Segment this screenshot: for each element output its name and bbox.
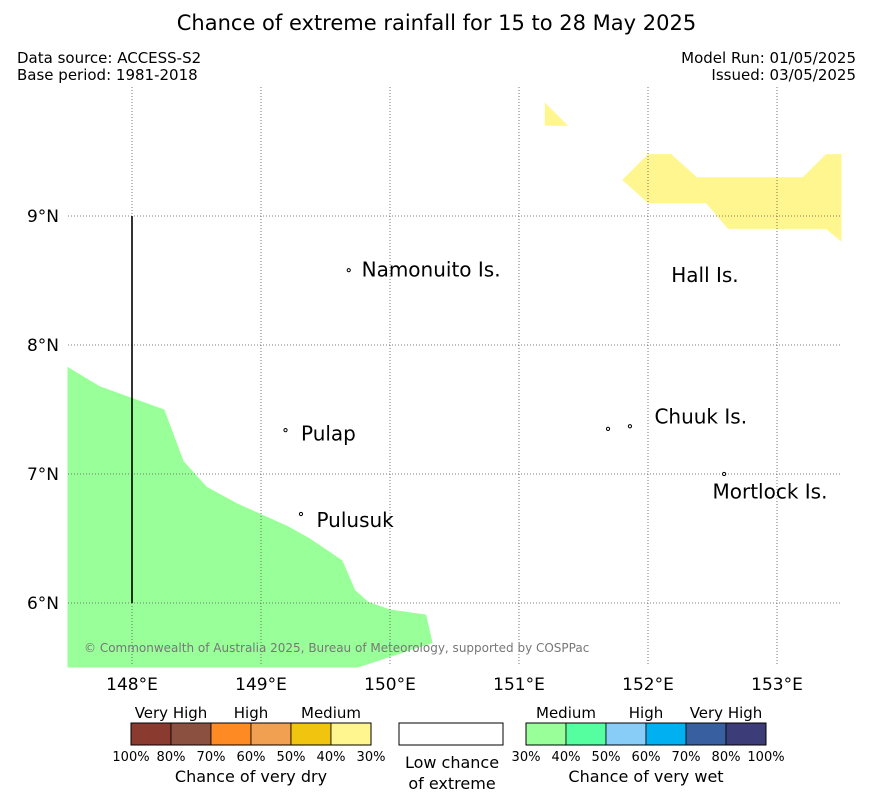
dry-colorbar-category-1: High — [234, 704, 268, 722]
place-label-1: Hall Is. — [671, 263, 738, 287]
wet-colorbar-tick-6: 100% — [747, 750, 784, 765]
dry-colorbar-swatch-0 — [130, 722, 172, 746]
legend: 100% 80% 70% 60% 50% 40% 30% Very High High Mediu… — [112, 704, 784, 793]
island-marker-2 — [298, 511, 304, 517]
x-tick-label-150: 150°E — [364, 675, 416, 695]
region-polygon-1 — [544, 102, 568, 126]
dry-colorbar-tick-2: 70% — [197, 750, 226, 765]
dry-colorbar-tick-4: 50% — [277, 750, 306, 765]
island-marker-1 — [283, 428, 288, 433]
dry-colorbar-swatch-4 — [290, 722, 332, 746]
wet-colorbar-tick-5: 80% — [712, 750, 741, 765]
dry-colorbar-swatch-3 — [250, 722, 292, 746]
wet-colorbar-title: Chance of very wet — [568, 767, 723, 786]
wet-colorbar-swatch-4 — [685, 722, 727, 746]
chart-title: Chance of extreme rainfall for 15 to 28 … — [176, 11, 697, 35]
dry-colorbar-tick-6: 30% — [357, 750, 386, 765]
wet-colorbar-tick-4: 70% — [672, 750, 701, 765]
grid-layer — [68, 87, 841, 666]
wet-colorbar-category-1: High — [629, 704, 663, 722]
region-polygon-0 — [67, 366, 433, 668]
meta-left: Data source: ACCESS-S2 Base period: 1981… — [17, 50, 201, 84]
dry-colorbar-category-0: Very High — [135, 704, 208, 722]
low-chance-label-1: Low chance — [405, 753, 499, 772]
dry-colorbar-tick-1: 80% — [157, 750, 186, 765]
dry-colorbar-title: Chance of very dry — [175, 767, 327, 786]
copyright-notice: © Commonwealth of Australia 2025, Bureau… — [84, 641, 589, 655]
island-marker-3 — [605, 426, 611, 431]
wet-colorbar-swatch-0 — [525, 722, 567, 746]
island-marker-4 — [627, 424, 633, 429]
wet-colorbar-swatch-5 — [725, 722, 767, 746]
wet-colorbar-swatch-2 — [605, 722, 647, 746]
place-label-0: Namonuito Is. — [362, 258, 501, 282]
place-label-5: Pulusuk — [316, 508, 394, 532]
wet-colorbar-category-2: Very High — [690, 704, 763, 722]
dry-colorbar-tick-0: 100% — [112, 750, 149, 765]
wet-colorbar-tick-2: 50% — [592, 750, 621, 765]
x-tick-label-149: 149°E — [235, 675, 287, 695]
dry-colorbar-frame — [130, 722, 372, 746]
wet-colorbar-swatch-1 — [565, 722, 607, 746]
island-marker-0 — [346, 268, 351, 273]
dry-colorbar-category-2: Medium — [301, 704, 361, 722]
place-label-3: Chuuk Is. — [654, 405, 747, 429]
island-marker-5 — [722, 471, 727, 477]
dry-colorbar-swatch-2 — [210, 722, 252, 746]
x-tick-label-151: 151°E — [493, 675, 545, 695]
dry-colorbar-swatch-5 — [330, 722, 372, 746]
y-tick-label-8: 8°N — [27, 336, 59, 356]
y-tick-label-9: 9°N — [27, 207, 59, 227]
low-chance-label-2: of extreme — [408, 774, 495, 793]
regions-layer — [67, 102, 842, 668]
wet-colorbar-category-0: Medium — [536, 704, 596, 722]
dry-colorbar-tick-5: 40% — [317, 750, 346, 765]
y-tick-label-7: 7°N — [27, 465, 59, 485]
islands-layer — [283, 268, 727, 517]
axis-ticks-layer: 148°E 149°E 150°E 151°E 152°E 153°E 9°N 8°N 7°N 6… — [27, 207, 803, 695]
place-label-2: Pulap — [301, 421, 356, 445]
x-tick-label-153: 153°E — [751, 675, 803, 695]
model-run: Model Run: 01/05/2025 — [681, 49, 856, 67]
wet-colorbar-frame — [525, 722, 767, 746]
y-tick-label-6: 6°N — [27, 594, 59, 614]
place-labels-layer: Namonuito Is. Hall Is. Pulap Chuuk Is. Mortl… — [301, 258, 827, 532]
place-label-4: Mortlock Is. — [713, 480, 828, 504]
dry-colorbar-tick-3: 60% — [237, 750, 266, 765]
x-tick-label-152: 152°E — [622, 675, 674, 695]
x-tick-label-148: 148°E — [106, 675, 158, 695]
meta-right: Model Run: 01/05/2025 Issued: 03/05/2025 — [681, 50, 856, 84]
data-source: Data source: ACCESS-S2 — [17, 49, 202, 67]
wet-colorbar-tick-0: 30% — [512, 750, 541, 765]
wet-colorbar-tick-3: 60% — [632, 750, 661, 765]
region-polygon-2 — [622, 154, 842, 242]
low-chance-swatch — [398, 722, 504, 746]
dry-colorbar-swatch-1 — [170, 722, 212, 746]
issued-date: Issued: 03/05/2025 — [711, 66, 856, 84]
wet-colorbar-tick-1: 40% — [552, 750, 581, 765]
base-period: Base period: 1981-2018 — [17, 66, 198, 84]
wet-colorbar-swatch-3 — [645, 722, 687, 746]
